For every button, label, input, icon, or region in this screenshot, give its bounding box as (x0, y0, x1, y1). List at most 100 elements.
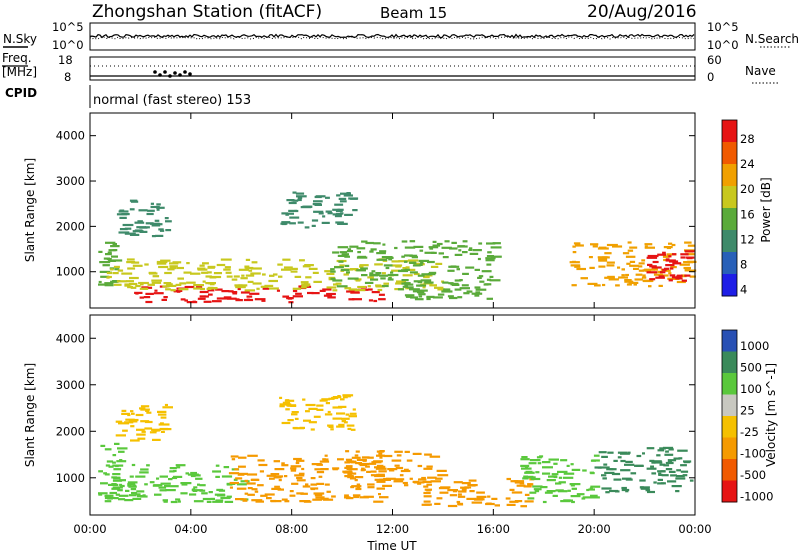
data-cell (646, 256, 658, 259)
data-cell (192, 300, 196, 303)
data-cell (268, 287, 279, 290)
data-cell (423, 485, 429, 488)
data-cell (213, 272, 222, 275)
data-cell (662, 255, 670, 258)
x-axis-ticks: 00:00 04:00 08:00 12:00 16:00 20:00 00:00 (73, 113, 712, 536)
nave-dip-markers (153, 70, 192, 78)
data-cell (413, 272, 420, 276)
data-cell (684, 274, 691, 277)
data-cell (548, 458, 559, 461)
data-cell (414, 262, 424, 265)
data-cell (244, 289, 255, 292)
data-cell (112, 479, 123, 482)
data-cell (347, 473, 352, 476)
data-cell (332, 208, 341, 211)
data-cell (530, 477, 541, 481)
data-cell (604, 276, 615, 279)
data-cell (238, 472, 248, 475)
data-cell (316, 482, 325, 485)
data-cell (449, 296, 458, 300)
data-cell (221, 475, 233, 478)
data-cell (378, 293, 385, 296)
data-cell (648, 285, 652, 288)
colorbar-swatch (722, 480, 737, 503)
data-cell (325, 196, 330, 199)
data-cell (426, 483, 432, 486)
data-cell (169, 467, 177, 470)
data-cell (601, 455, 608, 458)
data-cell (383, 454, 393, 458)
data-cell (681, 274, 687, 277)
data-cell (291, 413, 298, 416)
colorbar-tick-label: 8 (740, 258, 747, 272)
data-cell (423, 495, 432, 498)
power-colorbar-label: Power [dB] (759, 177, 773, 242)
data-cell (574, 265, 581, 268)
data-cell (290, 469, 297, 472)
data-cell (418, 478, 427, 481)
data-cell (492, 242, 501, 245)
data-cell (322, 498, 334, 501)
data-cell (131, 261, 140, 264)
data-cell (382, 272, 386, 275)
data-cell (551, 473, 559, 476)
data-cell (629, 246, 638, 249)
data-cell (115, 420, 123, 423)
data-cell (237, 287, 241, 291)
x-tick-label: 16:00 (477, 522, 510, 536)
data-cell (290, 270, 298, 273)
data-cell (423, 467, 433, 470)
data-cell (312, 271, 319, 274)
data-cell (321, 398, 331, 401)
data-cell (159, 475, 168, 478)
data-cell (432, 240, 437, 243)
data-cell (215, 464, 220, 467)
data-cell (558, 476, 563, 479)
cpid-text: normal (fast stereo) 153 (93, 93, 251, 108)
data-cell (282, 401, 291, 404)
data-cell (571, 468, 581, 471)
data-cell (633, 267, 639, 270)
data-cell (287, 212, 294, 215)
data-cell (118, 231, 130, 234)
data-cell (313, 415, 321, 418)
data-cell (323, 294, 333, 297)
data-cell (323, 458, 329, 461)
data-cell (296, 459, 305, 462)
data-cell (262, 287, 270, 290)
data-cell (570, 484, 575, 487)
data-cell (399, 474, 404, 477)
data-cell (598, 451, 607, 454)
data-cell (129, 276, 139, 280)
data-cell (112, 249, 118, 252)
data-cell (288, 301, 294, 304)
data-cell (489, 275, 494, 278)
data-cell (668, 272, 672, 275)
data-cell (362, 459, 367, 462)
data-cell (274, 468, 285, 471)
data-cell (328, 397, 335, 400)
data-cell (348, 197, 359, 200)
data-cell (261, 299, 266, 302)
data-cell (338, 405, 347, 408)
data-cell (394, 464, 400, 467)
data-cell (151, 428, 161, 431)
data-cell (195, 477, 203, 480)
data-cell (357, 251, 361, 254)
freq-tick-high: 18 (58, 53, 73, 67)
data-cell (124, 499, 134, 502)
data-cell (345, 450, 350, 453)
data-cell (326, 272, 335, 275)
data-cell (112, 464, 124, 467)
colorbar-swatch (722, 394, 737, 417)
data-cell (140, 468, 149, 471)
data-cell (116, 460, 127, 463)
data-cell (427, 476, 437, 479)
data-cell (607, 451, 614, 454)
data-cell (311, 463, 322, 466)
velocity-ylabel: Slant Range [km] (23, 363, 37, 467)
data-cell (367, 288, 373, 291)
nsearch-label: N.Search (745, 32, 799, 46)
data-cell (405, 295, 412, 298)
data-cell (273, 476, 282, 479)
